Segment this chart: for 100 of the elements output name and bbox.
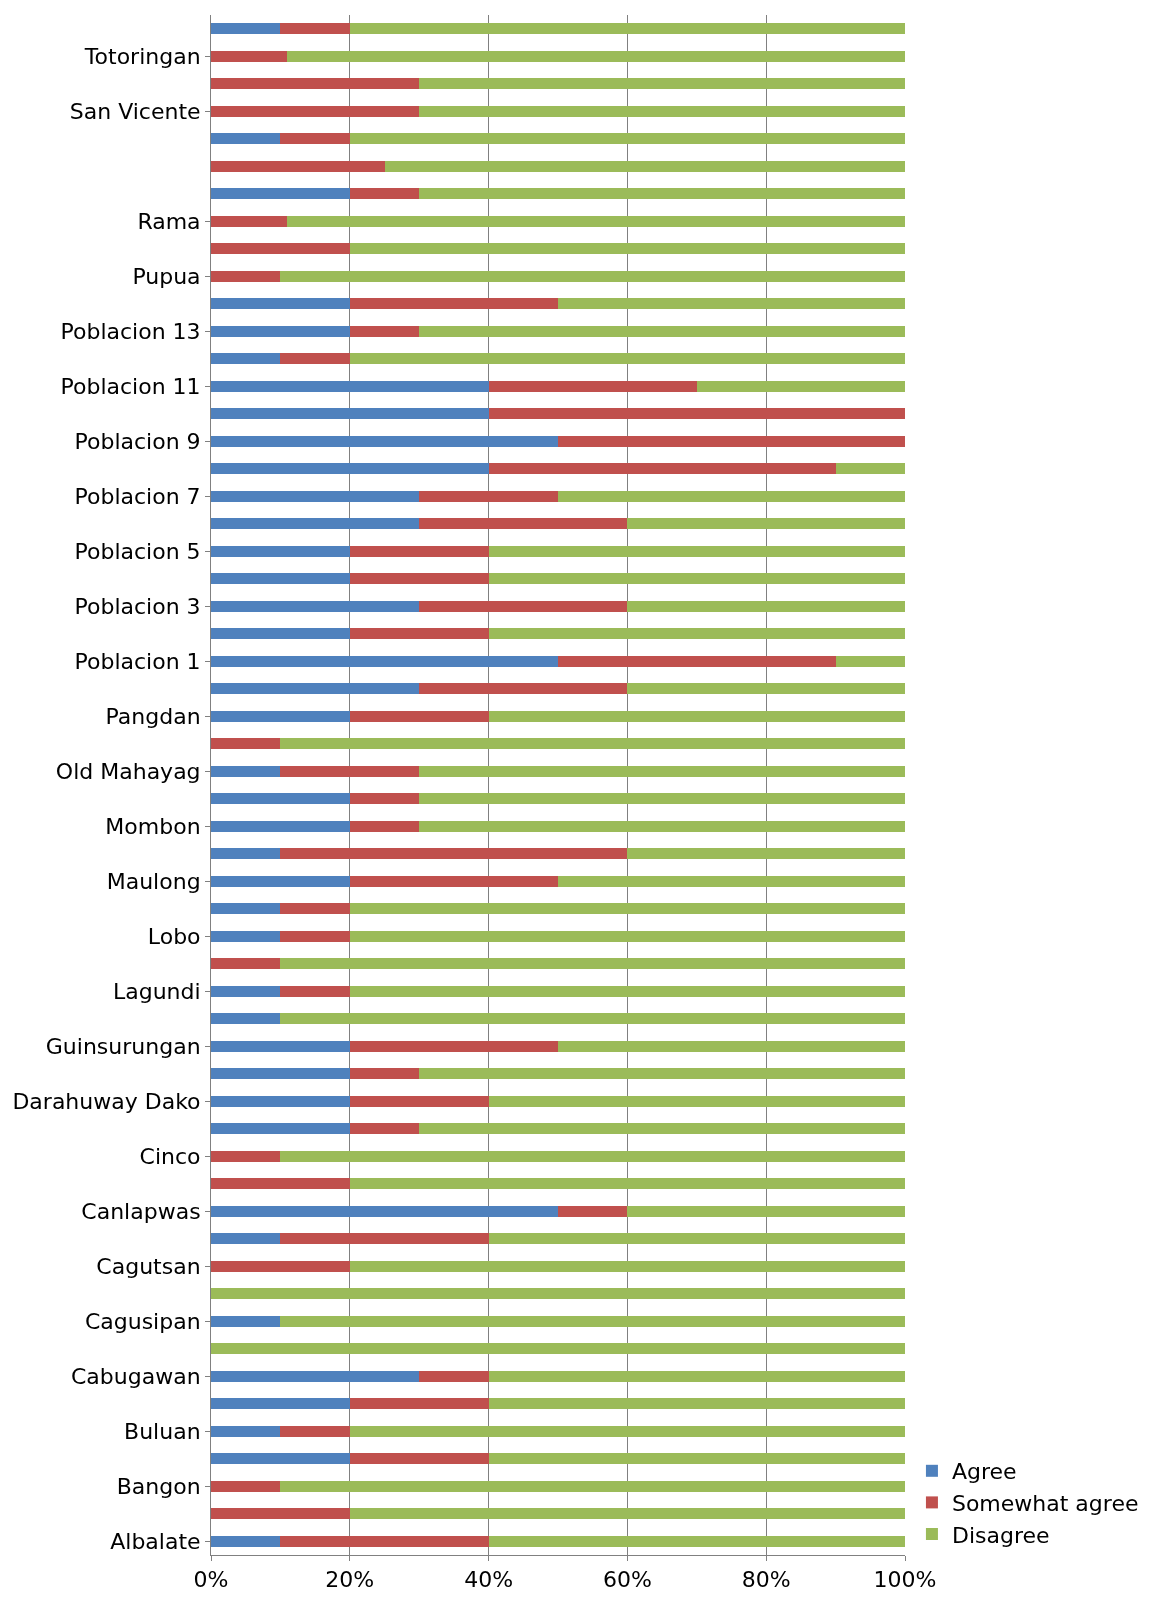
- y-tick-label: Lagundi: [112, 978, 201, 1004]
- y-tick-label: Albalate: [110, 1528, 201, 1554]
- bar: [280, 985, 350, 997]
- bar: [280, 848, 628, 860]
- bar: [211, 325, 350, 337]
- bar: [211, 1205, 558, 1217]
- y-tick-label: Lobo: [147, 923, 201, 949]
- bar: [280, 930, 350, 942]
- y-tick-label: Cabugawan: [70, 1363, 201, 1389]
- bar: [627, 600, 905, 612]
- bar: [384, 160, 905, 172]
- bar: [488, 710, 905, 722]
- y-tick-label: Old Mahayag: [55, 758, 201, 784]
- bar: [211, 1040, 350, 1052]
- y-tick-label: Rama: [137, 208, 201, 234]
- bar: [211, 490, 420, 502]
- bar: [287, 215, 905, 227]
- x-tick-label: 0%: [193, 1567, 229, 1593]
- bar: [488, 545, 905, 557]
- bar: [211, 298, 350, 310]
- y-tick-label: Totoringan: [83, 43, 201, 69]
- bar: [419, 600, 628, 612]
- bar: [349, 1260, 905, 1272]
- bar: [627, 518, 905, 530]
- x-tick-label: 40%: [464, 1567, 514, 1593]
- bar: [419, 683, 628, 695]
- bar: [419, 518, 628, 530]
- bar: [211, 270, 281, 282]
- bar: [349, 243, 905, 255]
- bar: [211, 1425, 281, 1437]
- bar: [280, 903, 350, 915]
- legend-label: Agree: [951, 1459, 1017, 1485]
- bar: [211, 408, 489, 420]
- bar: [211, 985, 281, 997]
- bar: [349, 1398, 489, 1410]
- bar: [211, 793, 350, 805]
- bar: [419, 78, 905, 90]
- bar: [211, 1370, 420, 1382]
- bar: [558, 435, 905, 447]
- bar: [211, 243, 350, 255]
- bar: [211, 1288, 905, 1300]
- y-tick-label: Guinsurungan: [45, 1033, 201, 1059]
- bar: [211, 435, 558, 447]
- bar: [349, 1508, 905, 1520]
- bar: [280, 23, 350, 35]
- bar: [558, 655, 836, 667]
- bar: [211, 1150, 281, 1162]
- bar: [349, 298, 558, 310]
- bar: [280, 958, 905, 970]
- bar: [419, 188, 905, 200]
- bar: [349, 1425, 905, 1437]
- bar: [211, 518, 420, 530]
- bar: [280, 270, 905, 282]
- bar: [211, 50, 288, 62]
- bar: [211, 160, 385, 172]
- bar: [349, 325, 420, 337]
- y-tick-label: Cinco: [139, 1143, 201, 1169]
- bar: [558, 490, 905, 502]
- bar: [558, 875, 905, 887]
- bar: [211, 600, 420, 612]
- bar: [211, 78, 420, 90]
- bar: [211, 710, 350, 722]
- bar: [349, 133, 905, 145]
- bar: [211, 1315, 281, 1327]
- bar: [627, 683, 905, 695]
- bar: [488, 1453, 905, 1465]
- y-tick-label: Cagutsan: [96, 1253, 201, 1279]
- bar: [349, 188, 420, 200]
- bar: [280, 1233, 489, 1245]
- bar: [835, 655, 905, 667]
- bar: [211, 1508, 350, 1520]
- bar: [211, 1178, 350, 1190]
- bar: [211, 655, 558, 667]
- y-tick-label: Pangdan: [105, 703, 201, 729]
- bar: [419, 1370, 489, 1382]
- bar: [211, 1013, 281, 1025]
- bar: [558, 298, 905, 310]
- bar: [419, 490, 558, 502]
- bar: [349, 793, 420, 805]
- bar: [488, 463, 836, 475]
- bar: [211, 1343, 905, 1355]
- bar: [211, 683, 420, 695]
- bar: [419, 765, 905, 777]
- bar: [280, 1425, 350, 1437]
- bar: [349, 353, 905, 365]
- bar: [280, 133, 350, 145]
- legend-label: Somewhat agree: [951, 1490, 1139, 1516]
- bar: [211, 738, 281, 750]
- y-tick-label: Mombon: [105, 813, 201, 839]
- bar: [419, 1123, 905, 1135]
- bar: [627, 1205, 905, 1217]
- bar: [349, 710, 489, 722]
- bar: [211, 463, 489, 475]
- y-tick-label: Poblacion 7: [74, 483, 201, 509]
- bar: [211, 353, 281, 365]
- bar: [211, 1535, 281, 1547]
- bar: [211, 545, 350, 557]
- bar: [211, 628, 350, 640]
- bar: [349, 23, 905, 35]
- bar: [211, 105, 420, 117]
